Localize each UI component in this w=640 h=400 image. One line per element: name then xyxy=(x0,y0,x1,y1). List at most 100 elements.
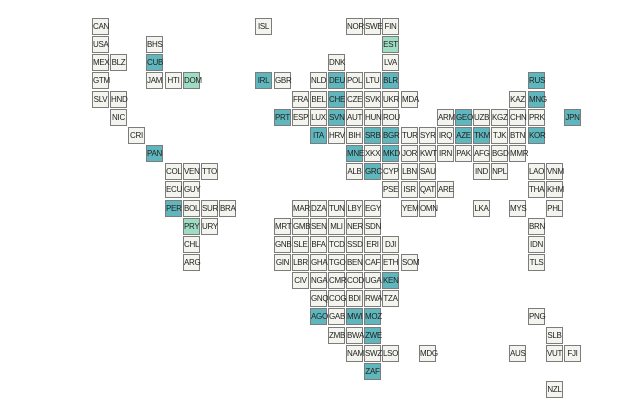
country-tile-blr[interactable]: BLR xyxy=(382,72,399,89)
country-tile-phl[interactable]: PHL xyxy=(546,200,563,217)
country-tile-are[interactable]: ARE xyxy=(437,181,454,198)
country-tile-png[interactable]: PNG xyxy=(528,308,546,325)
country-tile-brn[interactable]: BRN xyxy=(528,218,545,235)
country-tile-irl[interactable]: IRL xyxy=(255,72,272,89)
country-tile-nic[interactable]: NIC xyxy=(110,109,127,126)
country-tile-ury[interactable]: URY xyxy=(201,218,218,235)
country-tile-per[interactable]: PER xyxy=(165,200,182,217)
country-tile-caf[interactable]: CAF xyxy=(364,254,381,271)
country-tile-vnm[interactable]: VNM xyxy=(546,163,564,180)
country-tile-cri[interactable]: CRI xyxy=(128,127,145,144)
country-tile-civ[interactable]: CIV xyxy=(292,272,309,289)
country-tile-ner[interactable]: NER xyxy=(346,218,363,235)
country-tile-guy[interactable]: GUY xyxy=(183,181,201,198)
country-tile-zmb[interactable]: ZMB xyxy=(328,327,345,344)
country-tile-eri[interactable]: ERI xyxy=(364,236,381,253)
country-tile-bfa[interactable]: BFA xyxy=(310,236,327,253)
country-tile-jpn[interactable]: JPN xyxy=(564,109,581,126)
country-tile-cub[interactable]: CUB xyxy=(146,54,163,71)
country-tile-srb[interactable]: SRB xyxy=(364,127,381,144)
country-tile-fin[interactable]: FIN xyxy=(382,18,399,35)
country-tile-nzl[interactable]: NZL xyxy=(546,381,563,398)
country-tile-egy[interactable]: EGY xyxy=(364,200,381,217)
country-tile-tun[interactable]: TUN xyxy=(328,200,345,217)
country-tile-sdn[interactable]: SDN xyxy=(364,218,381,235)
country-tile-slb[interactable]: SLB xyxy=(546,327,563,344)
country-tile-aze[interactable]: AZE xyxy=(455,127,472,144)
country-tile-gnb[interactable]: GNB xyxy=(274,236,292,253)
country-tile-ben[interactable]: BEN xyxy=(346,254,363,271)
country-tile-eth[interactable]: ETH xyxy=(382,254,399,271)
country-tile-kgz[interactable]: KGZ xyxy=(491,109,508,126)
country-tile-idn[interactable]: IDN xyxy=(528,236,545,253)
country-tile-cod[interactable]: COD xyxy=(346,272,364,289)
country-tile-nld[interactable]: NLD xyxy=(310,72,327,89)
country-tile-ita[interactable]: ITA xyxy=(310,127,327,144)
country-tile-khm[interactable]: KHM xyxy=(546,181,564,198)
country-tile-qat[interactable]: QAT xyxy=(419,181,436,198)
country-tile-alb[interactable]: ALB xyxy=(346,163,363,180)
country-tile-bgr[interactable]: BGR xyxy=(382,127,400,144)
country-tile-nam[interactable]: NAM xyxy=(346,345,364,362)
country-tile-deu[interactable]: DEU xyxy=(328,72,345,89)
country-tile-cze[interactable]: CZE xyxy=(346,91,363,108)
country-tile-mrt[interactable]: MRT xyxy=(274,218,292,235)
country-tile-mkd[interactable]: MKD xyxy=(382,145,400,162)
country-tile-bhs[interactable]: BHS xyxy=(146,36,163,53)
country-tile-ltu[interactable]: LTU xyxy=(364,72,381,89)
country-tile-som[interactable]: SOM xyxy=(401,254,420,271)
country-tile-ken[interactable]: KEN xyxy=(382,272,399,289)
country-tile-sau[interactable]: SAU xyxy=(419,163,436,180)
country-tile-prk[interactable]: PRK xyxy=(528,109,545,126)
country-tile-chn[interactable]: CHN xyxy=(509,109,527,126)
country-tile-aut[interactable]: AUT xyxy=(346,109,363,126)
country-tile-gnq[interactable]: GNQ xyxy=(310,290,329,307)
country-tile-slv[interactable]: SLV xyxy=(92,91,109,108)
country-tile-dom[interactable]: DOM xyxy=(183,72,202,89)
country-tile-usa[interactable]: USA xyxy=(92,36,109,53)
country-tile-svk[interactable]: SVK xyxy=(364,91,381,108)
country-tile-chl[interactable]: CHL xyxy=(183,236,200,253)
country-tile-rus[interactable]: RUS xyxy=(528,72,545,89)
country-tile-vut[interactable]: VUT xyxy=(546,345,563,362)
country-tile-blz[interactable]: BLZ xyxy=(110,54,127,71)
country-tile-lao[interactable]: LAO xyxy=(528,163,545,180)
country-tile-bih[interactable]: BIH xyxy=(346,127,363,144)
country-tile-kor[interactable]: KOR xyxy=(528,127,546,144)
country-tile-gbr[interactable]: GBR xyxy=(274,72,292,89)
country-tile-aus[interactable]: AUS xyxy=(509,345,526,362)
country-tile-dza[interactable]: DZA xyxy=(310,200,327,217)
country-tile-pse[interactable]: PSE xyxy=(382,181,399,198)
country-tile-rou[interactable]: ROU xyxy=(382,109,400,126)
country-tile-arg[interactable]: ARG xyxy=(183,254,201,271)
country-tile-lva[interactable]: LVA xyxy=(382,54,399,71)
country-tile-bel[interactable]: BEL xyxy=(310,91,327,108)
country-tile-col[interactable]: COL xyxy=(165,163,182,180)
country-tile-xkx[interactable]: XKX xyxy=(364,145,381,162)
country-tile-grc[interactable]: GRC xyxy=(364,163,382,180)
country-tile-pak[interactable]: PAK xyxy=(455,145,472,162)
country-tile-mli[interactable]: MLI xyxy=(328,218,345,235)
country-tile-mys[interactable]: MYS xyxy=(509,200,527,217)
country-tile-mda[interactable]: MDA xyxy=(401,91,419,108)
country-tile-bdi[interactable]: BDI xyxy=(346,290,363,307)
country-tile-jor[interactable]: JOR xyxy=(401,145,418,162)
country-tile-nor[interactable]: NOR xyxy=(346,18,364,35)
country-tile-lbr[interactable]: LBR xyxy=(292,254,309,271)
country-tile-tls[interactable]: TLS xyxy=(528,254,545,271)
country-tile-irq[interactable]: IRQ xyxy=(437,127,454,144)
country-tile-tto[interactable]: TTO xyxy=(201,163,218,180)
country-tile-isl[interactable]: ISL xyxy=(255,18,272,35)
country-tile-cyp[interactable]: CYP xyxy=(382,163,399,180)
country-tile-bwa[interactable]: BWA xyxy=(346,327,364,344)
country-tile-dji[interactable]: DJI xyxy=(382,236,399,253)
country-tile-mar[interactable]: MAR xyxy=(292,200,310,217)
country-tile-cog[interactable]: COG xyxy=(328,290,347,307)
country-tile-mmr[interactable]: MMR xyxy=(509,145,529,162)
country-tile-pry[interactable]: PRY xyxy=(183,218,200,235)
country-tile-fji[interactable]: FJI xyxy=(564,345,581,362)
country-tile-ind[interactable]: IND xyxy=(473,163,490,180)
country-tile-yem[interactable]: YEM xyxy=(401,200,419,217)
country-tile-lka[interactable]: LKA xyxy=(473,200,490,217)
country-tile-ven[interactable]: VEN xyxy=(183,163,200,180)
